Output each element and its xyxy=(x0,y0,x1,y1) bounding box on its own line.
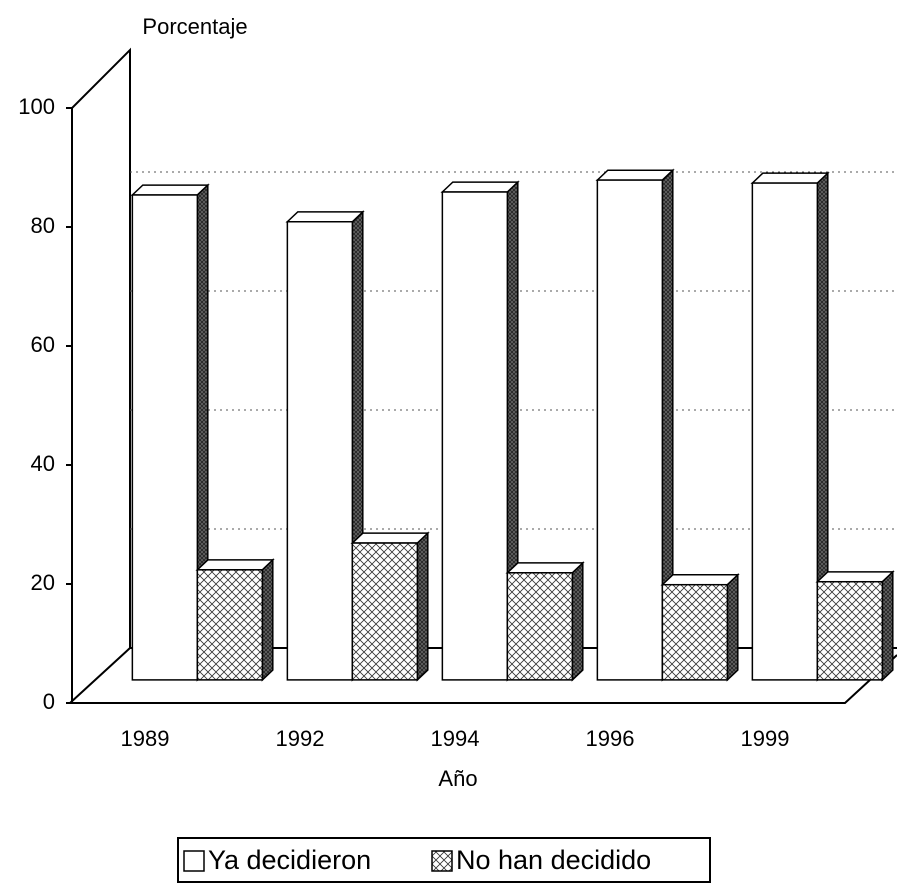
y-tick-label: 80 xyxy=(31,213,55,238)
bar xyxy=(661,583,729,681)
y-tick-label: 100 xyxy=(18,94,55,119)
legend-label: No han decidido xyxy=(456,845,651,875)
bar xyxy=(196,569,264,681)
bar xyxy=(506,572,574,681)
bar-top xyxy=(815,571,895,583)
bar xyxy=(441,191,509,681)
bar-top xyxy=(660,574,740,586)
x-axis-label: Año xyxy=(438,766,477,791)
bar xyxy=(751,182,819,681)
y-tick-label: 0 xyxy=(43,689,55,714)
bar-top xyxy=(350,532,430,544)
bar-side xyxy=(571,561,584,682)
x-tick-label: 1996 xyxy=(586,726,635,751)
bar-top xyxy=(440,181,520,193)
bar-top xyxy=(750,172,830,184)
bar-top xyxy=(505,562,585,574)
y-tick-label: 20 xyxy=(31,570,55,595)
bar-side xyxy=(726,573,739,682)
legend-swatch xyxy=(183,850,205,872)
x-tick-label: 1994 xyxy=(431,726,480,751)
y-tick-label: 60 xyxy=(31,332,55,357)
y-axis-label: Porcentaje xyxy=(142,14,247,39)
bar-side xyxy=(261,558,274,682)
x-tick-label: 1999 xyxy=(741,726,790,751)
axis-wall xyxy=(71,47,131,703)
legend-swatch xyxy=(431,850,453,872)
x-tick-label: 1992 xyxy=(276,726,325,751)
y-tick-label: 40 xyxy=(31,451,55,476)
x-tick-label: 1989 xyxy=(121,726,170,751)
bar-top xyxy=(595,169,675,181)
bar-top xyxy=(195,559,275,571)
bar xyxy=(351,542,419,681)
bar xyxy=(816,580,884,681)
bar-top xyxy=(130,184,210,196)
bar-side xyxy=(881,570,894,682)
legend-box xyxy=(177,837,711,883)
bar xyxy=(131,194,199,681)
bar xyxy=(286,221,354,681)
legend-label: Ya decidieron xyxy=(208,845,371,875)
bar-side xyxy=(416,531,429,682)
bar xyxy=(596,179,664,681)
bar-top xyxy=(285,211,365,223)
